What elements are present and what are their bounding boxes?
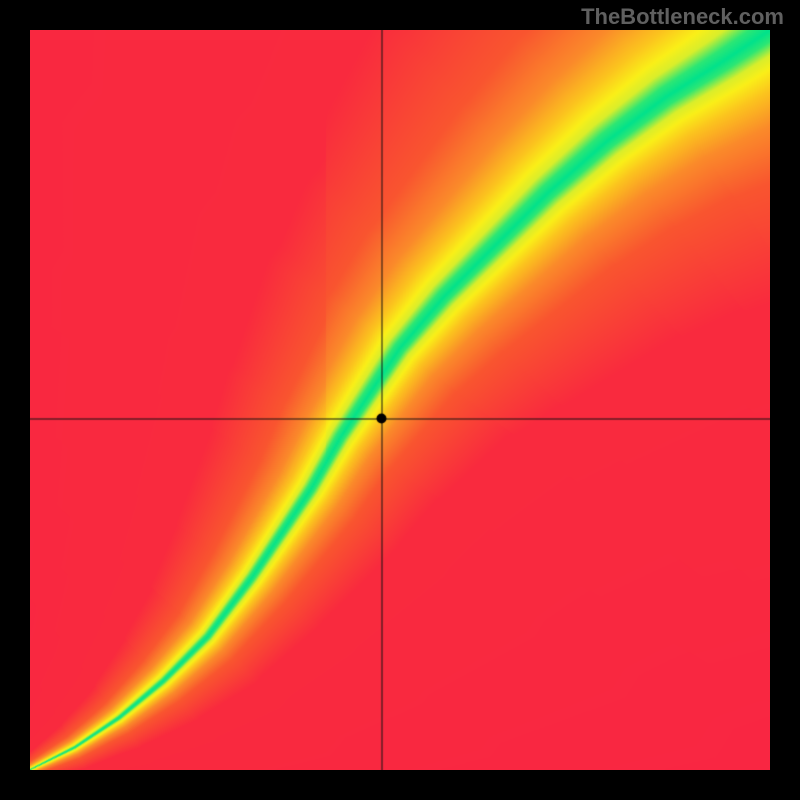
watermark-text: TheBottleneck.com xyxy=(581,4,784,30)
bottleneck-heatmap xyxy=(30,30,770,770)
chart-container: TheBottleneck.com xyxy=(0,0,800,800)
